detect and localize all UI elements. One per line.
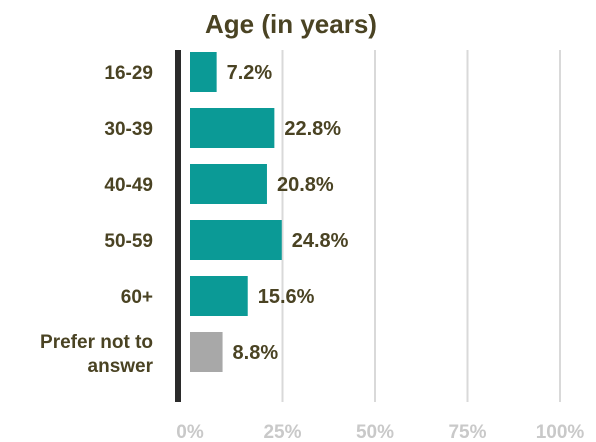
x-tick-label-0: 0% bbox=[176, 422, 204, 442]
x-tick-label-25: 25% bbox=[263, 422, 301, 442]
bar-4 bbox=[190, 276, 248, 316]
x-tick-label-75: 75% bbox=[448, 422, 486, 442]
x-axis-tick-labels: 0% 25% 50% 75% 100% bbox=[176, 422, 584, 442]
category-label-5: Prefer not to answer bbox=[40, 332, 154, 377]
category-label-0: 16-29 bbox=[104, 63, 153, 84]
bars bbox=[190, 52, 282, 372]
category-label-3: 50-59 bbox=[104, 231, 153, 252]
category-label-2: 40-49 bbox=[104, 175, 153, 196]
labels: 7.2% 16-29 22.8% 30-39 20.8% 40-49 24.8% 50-59 1… bbox=[40, 62, 349, 377]
gridlines bbox=[281, 50, 561, 402]
value-label-2: 20.8% bbox=[277, 174, 334, 196]
chart-title: Age (in years) bbox=[205, 9, 377, 39]
value-label-0: 7.2% bbox=[227, 62, 273, 84]
bar-1 bbox=[190, 108, 275, 148]
value-label-5: 8.8% bbox=[233, 342, 279, 364]
value-label-4: 15.6% bbox=[258, 286, 315, 308]
bar-0 bbox=[190, 52, 217, 92]
value-label-1: 22.8% bbox=[284, 118, 341, 140]
category-label-1: 30-39 bbox=[104, 119, 153, 140]
value-label-3: 24.8% bbox=[292, 230, 349, 252]
bar-2 bbox=[190, 164, 267, 204]
x-tick-label-100: 100% bbox=[536, 422, 585, 442]
bar-3 bbox=[190, 220, 282, 260]
bar-5 bbox=[190, 332, 223, 372]
category-label-4: 60+ bbox=[121, 287, 153, 308]
x-tick-label-50: 50% bbox=[356, 422, 394, 442]
